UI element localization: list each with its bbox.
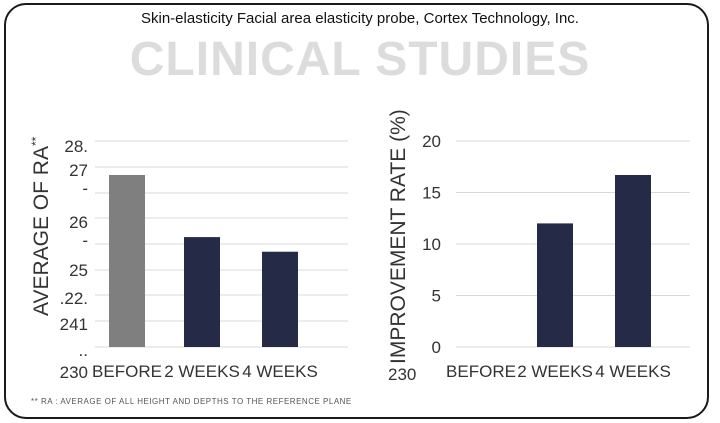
ra-y-tick-label: .22. [60,289,88,308]
improvement-bar [537,223,573,347]
footnote: ** RA : AVERAGE OF ALL HEIGHT AND DEPTHS… [31,397,352,406]
ra-y-axis-label-text: AVERAGE OF RA [30,146,53,316]
ra-y-tick-label: - [82,231,88,250]
ra-y-axis-label-sup: ** [29,136,43,146]
ra-y-tick-label: .. [79,341,88,360]
improvement-category-label: 2 WEEKS [517,362,593,381]
improvement-y-tick-label: 0 [432,338,441,357]
ra-category-label: 4 WEEKS [242,362,318,381]
ra-bar [109,174,145,347]
ra-chart: 28.27-26-25.22.241..230 BEFORE 2 WEEKS 4 W… [29,136,348,382]
ra-y-tick-label: 230 [60,363,88,382]
page-headline: CLINICAL STUDIES [129,33,591,86]
ra-bar [262,251,298,347]
ra-y-tick-label: 27 [69,161,88,180]
ra-category-label: 2 WEEKS [164,362,240,381]
improvement-category-label: BEFORE [446,362,516,381]
chart-subtitle: Skin-elasticity Facial area elasticity p… [141,10,579,27]
ra-y-tick-label: 241 [60,315,88,334]
ra-y-tick-label: 26 [69,213,88,232]
ra-y-tick-label: 28. [64,137,88,156]
improvement-y-axis-label: IMPROVEMENT RATE (%) [387,109,410,364]
improvement-y-tick-label: 5 [432,287,441,306]
improvement-y-tick-label: 20 [422,132,441,151]
improvement-category-label: 4 WEEKS [595,362,671,381]
improvement-y-tick-label: 10 [422,235,441,254]
ra-y-axis-label: AVERAGE OF RA** [29,136,53,316]
ra-category-label: BEFORE [92,362,162,381]
ra-y-tick-label: 25 [69,261,88,280]
improvement-y-tick-label: 15 [422,184,441,203]
improvement-bar [615,174,651,347]
improvement-extra-tick: 230 [388,365,416,384]
ra-bar [184,237,220,347]
improvement-chart: 20 15 10 5 0 BEFORE 2 WEEKS 4 WEEKS IMPROVEMEN… [387,109,690,384]
ra-y-tick-label: - [82,179,88,198]
